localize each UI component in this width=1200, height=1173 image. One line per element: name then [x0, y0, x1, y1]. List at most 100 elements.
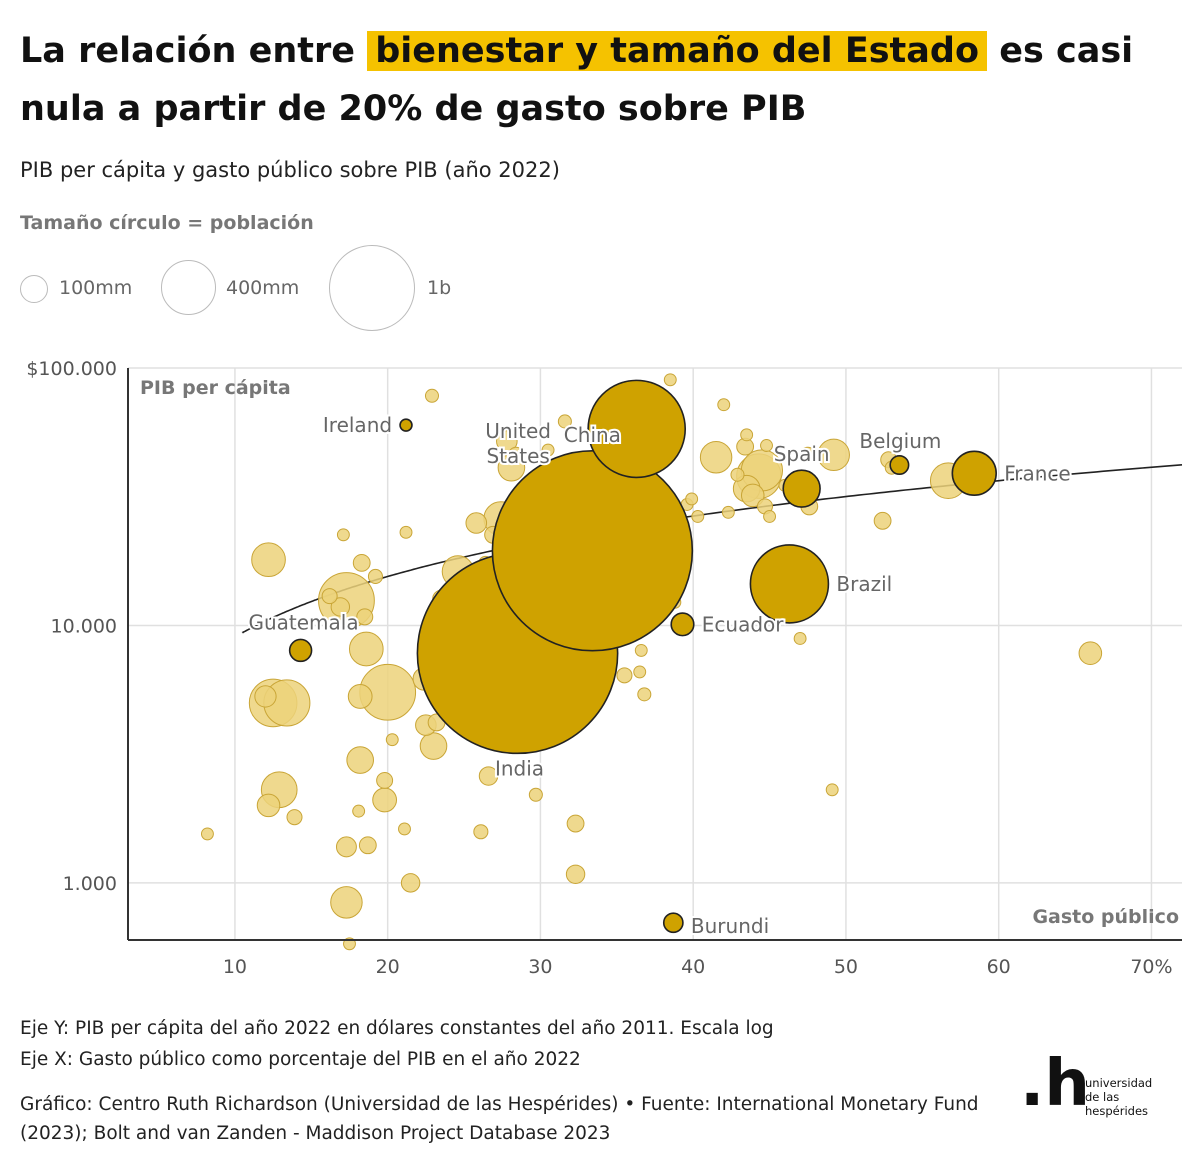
highlight-layer: [288, 379, 997, 934]
country-bubble: [873, 511, 892, 530]
highlighted-bubble-spain: [782, 469, 821, 508]
country-bubble: [478, 766, 499, 786]
country-bubble: [721, 505, 735, 519]
country-bubble: [541, 443, 555, 457]
country-bubble: [691, 510, 705, 523]
highlighted-bubble-ireland: [399, 418, 413, 432]
country-bubble: [616, 667, 633, 684]
country-bubble: [424, 388, 439, 403]
title-part-2: es casi nula a partir de 20% de gasto so…: [20, 31, 1134, 129]
y-tick-label: 10.000: [51, 615, 117, 637]
country-bubble: [330, 886, 363, 919]
country-bubble: [286, 809, 303, 826]
country-bubble: [528, 787, 543, 802]
country-bubble: [633, 665, 647, 679]
data-label-belgium: Belgium: [859, 429, 941, 453]
data-label-india: India: [495, 756, 544, 780]
country-bubble: [817, 438, 850, 472]
title-highlight: bienestar y tamaño del Estado: [367, 31, 988, 71]
country-bubble: [717, 398, 731, 412]
country-bubble: [251, 542, 286, 578]
x-tick-label: 40: [681, 956, 705, 978]
title-part-1: La relación entre: [20, 31, 355, 71]
country-bubble: [1078, 641, 1103, 666]
country-bubble: [321, 588, 338, 605]
country-bubble: [400, 873, 421, 893]
country-bubble: [793, 632, 807, 645]
legend-label-1b: 1b: [427, 277, 452, 299]
highlighted-bubble-brazil: [749, 544, 830, 624]
highlighted-bubble-china: [491, 450, 694, 652]
country-bubble: [358, 836, 377, 855]
country-bubble: [565, 864, 586, 884]
logo-line-1: universidad: [1085, 1076, 1153, 1090]
data-label-united-states: States: [486, 444, 549, 468]
country-bubble: [507, 446, 525, 463]
legend-circle-100mm: [20, 275, 48, 303]
country-bubble: [825, 783, 839, 797]
highlighted-bubble-burundi: [662, 912, 684, 934]
country-bubble: [685, 492, 699, 506]
data-label-ecuador: Ecuador: [702, 612, 784, 636]
country-bubble: [200, 827, 214, 841]
x-tick-label: 50: [834, 956, 858, 978]
footnote-x-axis: Eje X: Gasto público como porcentaje del…: [20, 1049, 581, 1070]
university-logo-text: universidad de las hespérides: [1085, 1076, 1152, 1118]
highlighted-bubble-united-states: [587, 379, 687, 479]
legend-label-400mm: 400mm: [226, 277, 300, 299]
country-bubble: [385, 733, 399, 747]
data-label-guatemala: Guatemala: [248, 610, 358, 634]
country-bubble: [254, 685, 277, 708]
y-tick-label: 1.000: [63, 873, 117, 895]
country-bubble: [399, 525, 413, 539]
footnote-y-axis: Eje Y: PIB per cápita del año 2022 en dó…: [20, 1018, 774, 1039]
x-tick-label: 70%: [1130, 956, 1172, 978]
axis-layer: 10 20 30 40 50 60 70% 1.000 10.000 $100.000 PIB pe…: [26, 358, 1182, 978]
data-label-spain: Spain: [774, 442, 830, 466]
country-bubble: [663, 373, 677, 387]
data-label-china: China: [564, 423, 621, 447]
data-label-burundi: Burundi: [691, 914, 769, 938]
data-label-brazil: Brazil: [836, 572, 892, 596]
highlighted-bubble-belgium: [889, 454, 910, 476]
chart-title: La relación entre bienestar y tamaño del…: [20, 22, 1180, 138]
y-tick-label: $100.000: [26, 358, 117, 380]
data-label-united-states: United: [485, 419, 551, 443]
data-label-ireland: Ireland: [323, 413, 392, 437]
country-bubble: [398, 822, 411, 836]
highlighted-bubble-france: [951, 450, 997, 497]
country-bubble: [760, 439, 773, 452]
country-bubble: [367, 568, 383, 584]
x-tick-label: 30: [528, 956, 552, 978]
country-bubble: [740, 483, 765, 508]
trend-layer: [241, 464, 1183, 634]
country-bubble: [557, 414, 572, 429]
country-bubble: [465, 512, 488, 534]
logo-line-3: hespérides: [1085, 1104, 1149, 1118]
country-bubble: [348, 631, 384, 667]
highlighted-bubble-guatemala: [288, 638, 313, 663]
legend-circle-1b: [329, 245, 415, 331]
country-bubble: [419, 732, 448, 760]
legend-circle-400mm: [161, 260, 216, 315]
y-axis-title: PIB per cápita: [140, 377, 291, 399]
country-bubble: [740, 428, 754, 442]
country-bubble: [566, 814, 585, 833]
logo-line-2: de las: [1085, 1090, 1120, 1104]
university-logo-mark: .h: [1020, 1047, 1090, 1121]
country-bubble: [352, 553, 371, 572]
legend-label-100mm: 100mm: [59, 277, 133, 299]
x-tick-label: 20: [376, 956, 400, 978]
country-bubble: [336, 528, 350, 542]
x-axis-title: Gasto público: [1032, 906, 1179, 928]
chart-subtitle: PIB per cápita y gasto público sobre PIB…: [20, 158, 560, 182]
country-bubble: [346, 746, 374, 774]
country-bubble: [634, 643, 648, 657]
country-bubble: [372, 787, 398, 813]
country-bubble: [256, 793, 281, 818]
highlighted-bubble-ecuador: [670, 612, 695, 637]
country-bubble: [496, 430, 518, 452]
country-bubble: [356, 608, 374, 626]
country-bubble: [376, 771, 394, 789]
country-bubble: [335, 836, 357, 858]
